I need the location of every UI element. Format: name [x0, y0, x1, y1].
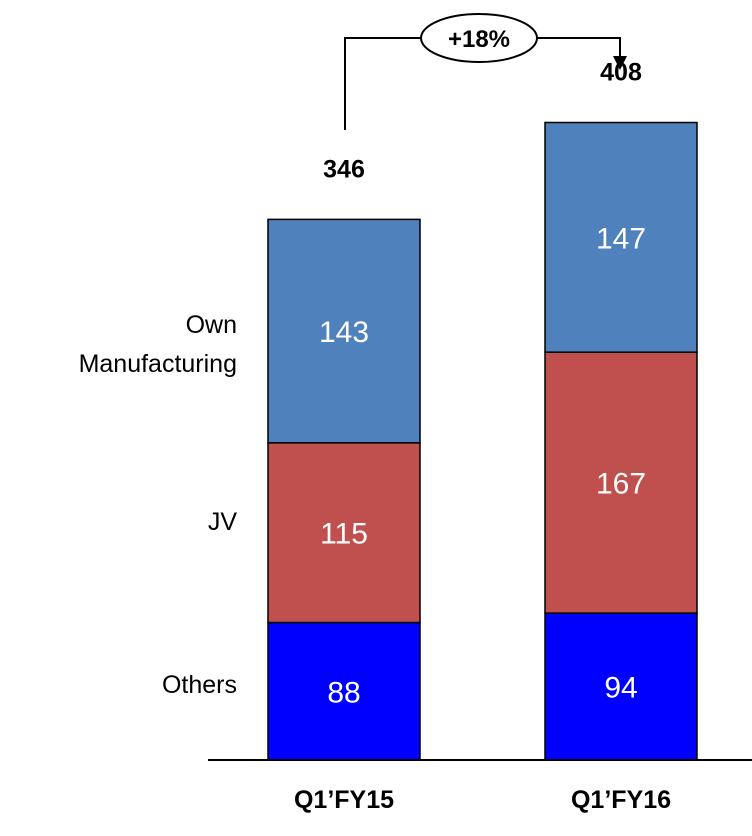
category-label-1: Q1’FY15: [294, 786, 394, 814]
bar-segment-jv-1: [267, 442, 421, 624]
data-label-own-manufacturing-1: 143: [319, 316, 369, 349]
growth-arrow-head: [613, 56, 627, 70]
data-label-jv-1: 115: [320, 518, 368, 551]
legend-label-jv: JV: [208, 508, 238, 536]
growth-percentage-label: +18%: [448, 26, 510, 53]
growth-badge: [420, 13, 538, 63]
legend-label-others: Others: [162, 671, 237, 699]
bar-segment-own-manufacturing-2: [544, 121, 698, 353]
bar-segment-others-2: [544, 612, 698, 761]
data-label-own-manufacturing-2: 147: [596, 222, 646, 255]
legend-label-own-manufacturing-line2: Manufacturing: [79, 350, 237, 378]
category-label-2: Q1’FY16: [571, 786, 671, 814]
bar-segment-jv-2: [544, 351, 698, 614]
data-label-jv-2: 167: [596, 468, 646, 501]
total-label-1: 346: [323, 155, 365, 183]
data-label-others-1: 88: [327, 676, 360, 709]
growth-connector-right: [536, 37, 621, 58]
bars-layer: [267, 121, 698, 761]
data-label-others-2: 94: [604, 672, 637, 705]
bar-segment-others-1: [267, 621, 421, 761]
legend-label-own-manufacturing-line1: Own: [186, 311, 237, 339]
growth-connector-left: [344, 37, 421, 130]
bar-segment-own-manufacturing-1: [267, 218, 421, 444]
